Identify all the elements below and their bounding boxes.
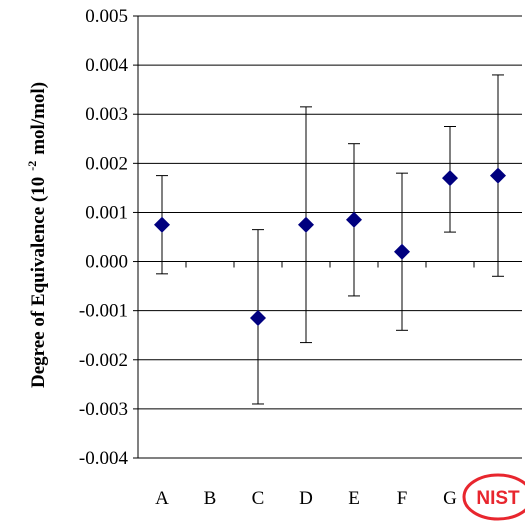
x-category-label: A bbox=[155, 488, 169, 509]
x-category-label: NIST bbox=[476, 488, 520, 509]
x-category-label: G bbox=[443, 488, 457, 509]
y-tick-label: -0.002 bbox=[79, 350, 128, 371]
y-tick-label: 0.005 bbox=[85, 6, 128, 27]
nist-highlight-circle bbox=[462, 473, 525, 521]
x-category-label: D bbox=[299, 488, 313, 509]
x-category-label: E bbox=[348, 488, 360, 509]
y-tick-label: 0.004 bbox=[85, 55, 128, 76]
y-tick-labels: 0.005 0.004 0.003 0.002 0.001 0.000 -0.001 -0.0… bbox=[79, 6, 129, 469]
y-axis-label-exponent: -2 bbox=[25, 161, 39, 171]
x-category-label: B bbox=[204, 488, 217, 509]
gridlines bbox=[133, 15, 522, 459]
y-tick-label: -0.001 bbox=[79, 301, 128, 322]
y-tick-label: -0.003 bbox=[79, 399, 128, 420]
y-axis-label: Degree of Equivalence (10 -2 mol/mol) bbox=[25, 82, 49, 388]
diamond-marker bbox=[154, 216, 170, 233]
y-tick-label: 0.001 bbox=[85, 202, 128, 223]
y-tick-label: 0.000 bbox=[85, 252, 128, 273]
y-axis-label-unit: mol/mol) bbox=[28, 82, 49, 155]
x-category-labels: A B C D E F G NIST bbox=[155, 473, 525, 521]
x-category-label: C bbox=[252, 488, 265, 509]
y-tick-label: -0.004 bbox=[79, 448, 129, 469]
y-axis-label-main: Degree of Equivalence (10 bbox=[28, 177, 49, 388]
diamond-marker bbox=[346, 211, 362, 228]
diamond-marker bbox=[394, 243, 410, 260]
x-category-label: F bbox=[397, 488, 408, 509]
diamond-marker bbox=[490, 167, 506, 184]
diamond-marker bbox=[250, 310, 266, 327]
error-bars bbox=[156, 74, 504, 405]
y-tick-label: 0.003 bbox=[85, 104, 128, 125]
y-tick-label: 0.002 bbox=[85, 153, 128, 174]
data-markers bbox=[154, 167, 506, 327]
axes bbox=[137, 16, 475, 458]
diamond-marker bbox=[298, 216, 314, 233]
diamond-marker bbox=[442, 170, 458, 187]
